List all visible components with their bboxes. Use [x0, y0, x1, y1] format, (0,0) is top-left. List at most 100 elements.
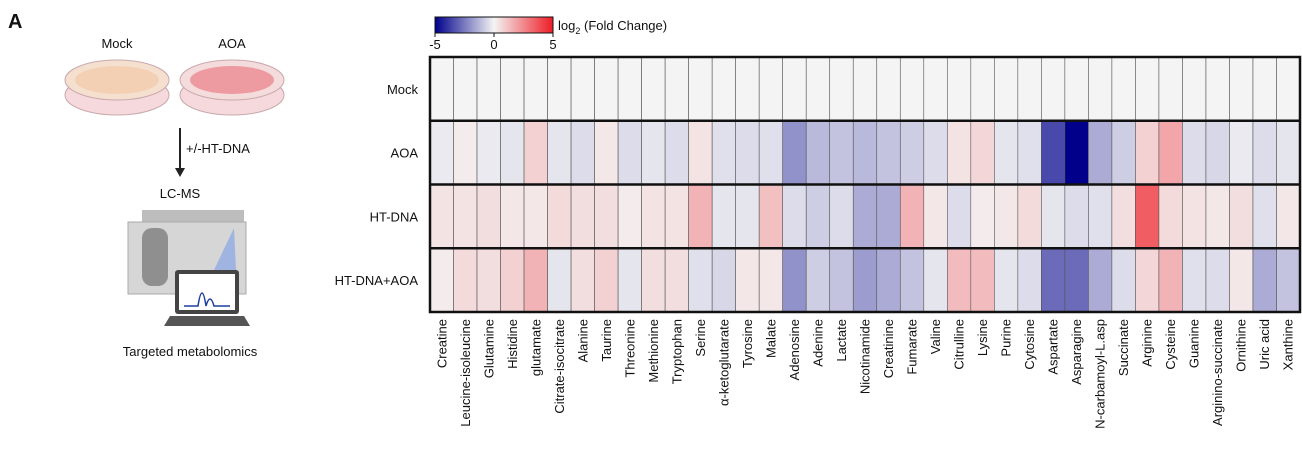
- heatmap-cell: [1253, 121, 1277, 185]
- column-label: Creatinine: [881, 319, 896, 378]
- heatmap-cell: [430, 248, 454, 312]
- heatmap-cell: [1088, 185, 1112, 249]
- heatmap-cell: [853, 248, 877, 312]
- column-label: Taurine: [599, 319, 614, 362]
- column-label: Citrulline: [952, 319, 967, 370]
- heatmap-cell: [1253, 248, 1277, 312]
- heatmap-cell: [971, 248, 995, 312]
- heatmap-cell: [853, 121, 877, 185]
- heatmap-cell: [1276, 185, 1300, 249]
- heatmap-cell: [1041, 185, 1065, 249]
- heatmap-cell: [1088, 57, 1112, 121]
- heatmap-cell: [1041, 121, 1065, 185]
- column-label: α-ketoglutarate: [716, 319, 731, 406]
- heatmap-cell: [1276, 248, 1300, 312]
- heatmap-cell: [759, 248, 783, 312]
- heatmap-cell: [877, 57, 901, 121]
- heatmap-cell: [501, 185, 525, 249]
- arrow-head: [175, 168, 185, 177]
- heatmap-cell: [548, 185, 572, 249]
- heatmap-cell: [736, 121, 760, 185]
- heatmap-cell: [783, 185, 807, 249]
- column-label: glutamate: [528, 319, 543, 376]
- heatmap-cell: [524, 185, 548, 249]
- heatmap-cell: [548, 248, 572, 312]
- heatmap-cell: [1018, 248, 1042, 312]
- column-label: Malate: [763, 319, 778, 358]
- heatmap-cell: [947, 248, 971, 312]
- column-label: Threonine: [622, 319, 637, 378]
- figure: A Mock AOA +/-HT-DNA LC-MS Targeted meta…: [0, 0, 1302, 452]
- heatmap-cell: [1018, 121, 1042, 185]
- heatmap-cell: [806, 185, 830, 249]
- column-label: Aspartate: [1046, 319, 1061, 375]
- heatmap-cell: [1065, 121, 1089, 185]
- heatmap-cell: [1041, 248, 1065, 312]
- heatmap-cell: [971, 121, 995, 185]
- heatmap-cell: [665, 121, 689, 185]
- instrument-part: [142, 228, 168, 286]
- heatmap-cell: [806, 57, 830, 121]
- heatmap-cell: [712, 121, 736, 185]
- heatmap-cell: [1159, 185, 1183, 249]
- heatmap-cell: [1112, 185, 1136, 249]
- heatmap-cell: [454, 57, 478, 121]
- heatmap-cell: [783, 121, 807, 185]
- schematic: Mock AOA +/-HT-DNA LC-MS Targeted metabo…: [65, 36, 284, 359]
- heatmap-cell: [571, 185, 595, 249]
- column-label: Adenosine: [787, 319, 802, 380]
- heatmap-cell: [712, 57, 736, 121]
- column-label: Uric acid: [1257, 319, 1272, 370]
- column-label: Citrate-isocitrate: [552, 319, 567, 414]
- heatmap-cell: [712, 248, 736, 312]
- heatmap-cell: [994, 57, 1018, 121]
- column-label: Ornithine: [1234, 319, 1249, 372]
- column-label: Cytosine: [1022, 319, 1037, 370]
- heatmap-cell: [877, 248, 901, 312]
- heatmap-cell: [1182, 121, 1206, 185]
- column-label: Creatine: [434, 319, 449, 368]
- heatmap-cell: [1206, 248, 1230, 312]
- heatmap-cell: [900, 57, 924, 121]
- panel-label: A: [8, 11, 22, 33]
- heatmap-cell: [501, 121, 525, 185]
- heatmap-cell: [877, 121, 901, 185]
- heatmap-cell: [524, 248, 548, 312]
- column-label: Leucine-isoleucine: [458, 319, 473, 427]
- heatmap-cell: [665, 57, 689, 121]
- heatmap-cell: [1135, 248, 1159, 312]
- column-label: Serine: [693, 319, 708, 357]
- heatmap-cell: [830, 57, 854, 121]
- heatmap-cell: [1229, 248, 1253, 312]
- heatmap-cell: [1159, 57, 1183, 121]
- condition-label: Mock: [101, 36, 133, 51]
- heatmap-cell: [1018, 185, 1042, 249]
- heatmap-cell: [947, 185, 971, 249]
- heatmap-cell: [712, 185, 736, 249]
- heatmap-cell: [1088, 121, 1112, 185]
- row-label: Mock: [387, 82, 419, 97]
- column-label: Arginine: [1140, 319, 1155, 367]
- heatmap-cell: [618, 121, 642, 185]
- heatmap-cell: [642, 57, 666, 121]
- heatmap-cell: [830, 185, 854, 249]
- method-label: Targeted metabolomics: [123, 344, 258, 359]
- heatmap-cell: [595, 121, 619, 185]
- heatmap-cell: [595, 57, 619, 121]
- heatmap-cell: [454, 121, 478, 185]
- heatmap-cell: [548, 57, 572, 121]
- column-label: Lysine: [975, 319, 990, 356]
- heatmap-cell: [1112, 248, 1136, 312]
- condition-label: AOA: [218, 36, 246, 51]
- heatmap-cell: [924, 57, 948, 121]
- column-label: Tyrosine: [740, 319, 755, 368]
- heatmap-cell: [1182, 248, 1206, 312]
- heatmap-cell: [947, 121, 971, 185]
- heatmap-cell: [501, 57, 525, 121]
- heatmap-cell: [994, 185, 1018, 249]
- heatmap-cell: [1065, 248, 1089, 312]
- heatmap-cell: [1065, 57, 1089, 121]
- heatmap-cell: [689, 121, 713, 185]
- heatmap-cell: [642, 248, 666, 312]
- heatmap-cell: [783, 57, 807, 121]
